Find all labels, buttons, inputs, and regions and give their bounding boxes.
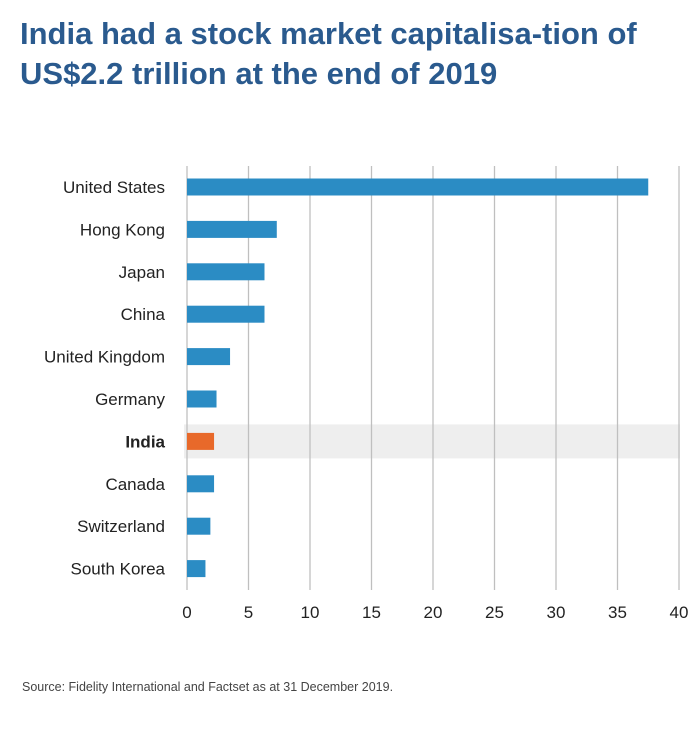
- bar-switzerland: [187, 517, 211, 535]
- x-tick-label: 0: [182, 603, 191, 622]
- category-label: India: [125, 432, 165, 451]
- category-label: China: [121, 305, 166, 324]
- category-label: Germany: [95, 390, 165, 409]
- bar-chart: United States Hong Kong Japan China United K…: [44, 166, 689, 622]
- source-note: Source: Fidelity International and Facts…: [22, 680, 394, 694]
- x-tick-label: 5: [244, 603, 253, 622]
- category-label: South Korea: [70, 560, 165, 579]
- x-tick-label: 30: [547, 603, 566, 622]
- highlight-band: [184, 424, 680, 459]
- x-tick-label: 20: [424, 603, 443, 622]
- category-label: United States: [63, 178, 165, 197]
- category-label: Switzerland: [77, 517, 165, 536]
- bar-south-korea: [187, 560, 206, 578]
- category-label: Japan: [119, 263, 165, 282]
- x-tick-label: 40: [670, 603, 689, 622]
- bar-germany: [187, 390, 217, 408]
- chart-title: India had a stock market capitalisa-tion…: [20, 16, 637, 91]
- bar-china: [187, 305, 265, 323]
- x-tick-label: 25: [485, 603, 504, 622]
- bar-india: [187, 432, 215, 450]
- x-tick-label: 35: [608, 603, 627, 622]
- category-label: Hong Kong: [80, 220, 165, 239]
- category-label: United Kingdom: [44, 348, 165, 367]
- bar-hong-kong: [187, 220, 277, 238]
- bar-canada: [187, 475, 215, 493]
- x-tick-label: 15: [362, 603, 381, 622]
- bar-japan: [187, 263, 265, 281]
- x-tick-label: 10: [301, 603, 320, 622]
- category-label: Canada: [105, 475, 165, 494]
- bar-united-states: [187, 178, 649, 196]
- bar-united-kingdom: [187, 348, 231, 366]
